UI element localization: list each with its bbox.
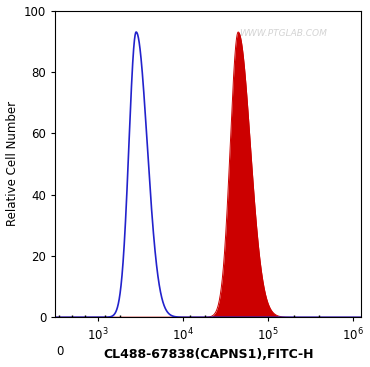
X-axis label: CL488-67838(CAPNS1),FITC-H: CL488-67838(CAPNS1),FITC-H	[103, 348, 314, 361]
Text: WWW.PTGLAB.COM: WWW.PTGLAB.COM	[239, 29, 327, 38]
Text: 0: 0	[56, 345, 63, 358]
Y-axis label: Relative Cell Number: Relative Cell Number	[6, 101, 18, 226]
